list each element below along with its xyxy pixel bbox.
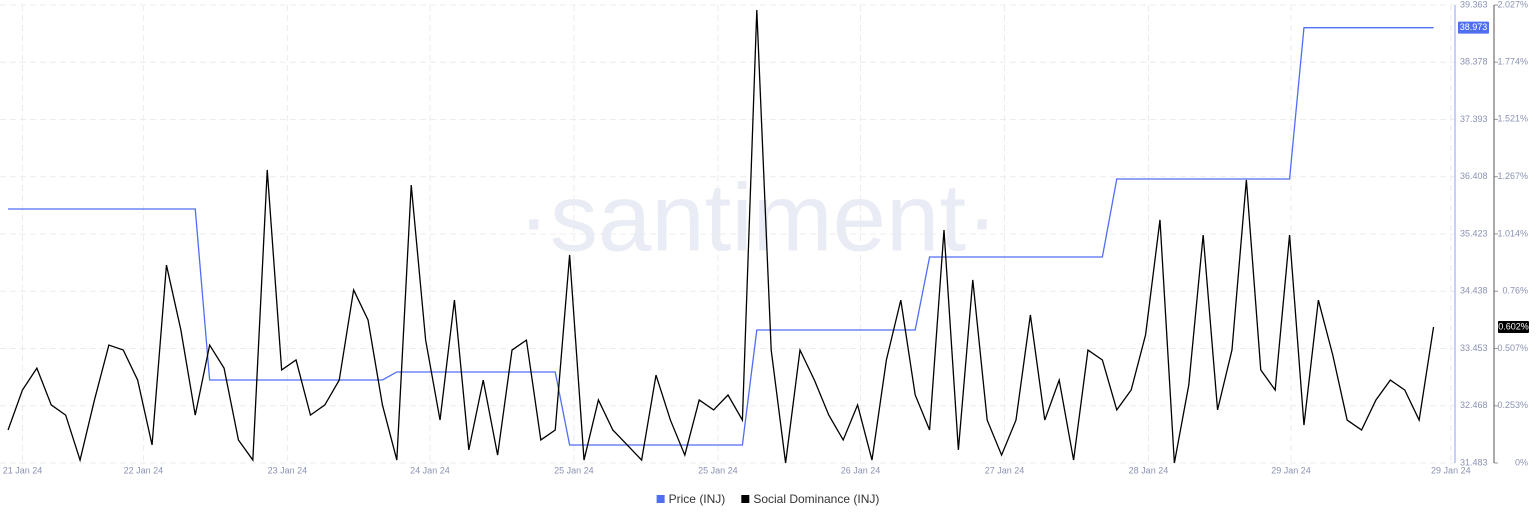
x-tick-label: 22 Jan 24 <box>124 465 164 475</box>
legend-label: Price (INJ) <box>669 492 726 506</box>
y2-tick-label: 2.027% <box>1497 0 1528 9</box>
legend-label: Social Dominance (INJ) <box>753 492 879 506</box>
legend-swatch <box>741 495 750 503</box>
y2-tick-label: 0.507% <box>1497 343 1528 353</box>
x-tick-label: 25 Jan 24 <box>698 465 738 475</box>
x-tick-label: 28 Jan 24 <box>1129 465 1169 475</box>
y2-tick-label: 1.774% <box>1497 57 1528 67</box>
x-tick-label: 25 Jan 24 <box>554 465 594 475</box>
x-tick-label: 26 Jan 24 <box>841 465 881 475</box>
end-badge-label: 38.973 <box>1460 22 1488 32</box>
x-tick-label: 27 Jan 24 <box>985 465 1025 475</box>
y-tick-label: 39.363 <box>1460 0 1488 9</box>
legend-swatch <box>656 495 665 503</box>
y-tick-label: 34.438 <box>1460 286 1488 296</box>
y2-tick-label: 1.014% <box>1497 228 1528 238</box>
y-tick-label: 36.408 <box>1460 171 1488 181</box>
series-line <box>8 27 1434 446</box>
x-tick-label: 29 Jan 24 <box>1431 465 1471 475</box>
x-tick-label: 24 Jan 24 <box>410 465 450 475</box>
y2-tick-label: 0.253% <box>1497 400 1528 410</box>
y2-tick-label: 1.267% <box>1497 171 1528 181</box>
y-tick-label: 32.468 <box>1460 400 1488 410</box>
end-badge <box>1498 320 1529 333</box>
end-badge <box>1458 21 1489 34</box>
x-tick-label: 21 Jan 24 <box>3 465 43 475</box>
x-tick-label: 23 Jan 24 <box>268 465 308 475</box>
series-line <box>7 9 1435 464</box>
y-tick-label: 35.423 <box>1460 228 1488 238</box>
y-tick-label: 31.483 <box>1460 457 1488 467</box>
y2-tick-label: 0% <box>1515 457 1528 467</box>
y-tick-label: 38.378 <box>1460 57 1488 67</box>
end-badge-label: 0.602% <box>1498 321 1529 331</box>
legend: Price (INJ) Social Dominance (INJ) <box>656 492 879 506</box>
y2-tick-label: 0.76% <box>1502 286 1528 296</box>
y-tick-label: 33.453 <box>1460 343 1488 353</box>
watermark: ·santiment· <box>518 164 998 271</box>
x-tick-label: 29 Jan 24 <box>1271 465 1311 475</box>
y-tick-label: 37.393 <box>1460 114 1488 124</box>
y2-tick-label: 1.521% <box>1497 114 1528 124</box>
